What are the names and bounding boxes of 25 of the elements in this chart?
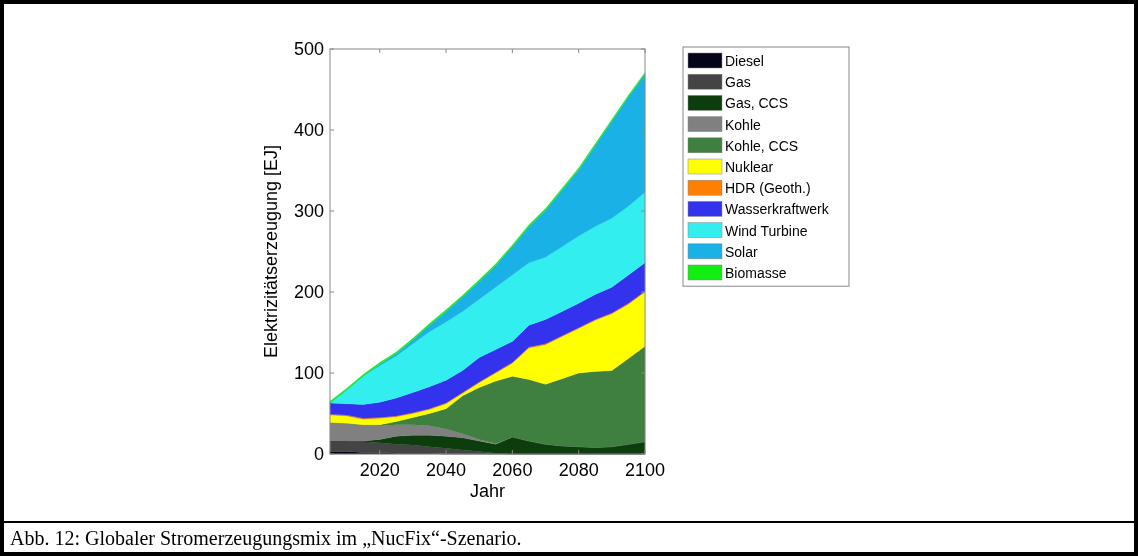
y-tick-label: 400 xyxy=(293,120,324,140)
x-tick-label: 2080 xyxy=(558,460,599,480)
legend-label: Solar xyxy=(725,243,759,260)
legend-label: HDR (Geoth.) xyxy=(725,180,811,197)
y-axis-title: Elektrizitätserzeugung [EJ] xyxy=(261,144,281,359)
y-tick-label: 500 xyxy=(293,39,324,59)
y-tick-label: 100 xyxy=(293,363,324,383)
legend-label: Wasserkraftwerk xyxy=(725,201,830,218)
legend-label: Nuklear xyxy=(725,159,774,175)
y-tick-label: 0 xyxy=(313,444,324,464)
legend-label: Gas xyxy=(725,74,751,91)
caption: Abb. 12: Globaler Stromerzeugungsmix im „NucFix“-Szenario. xyxy=(10,527,522,550)
legend-label: Wind Turbine xyxy=(725,222,808,239)
x-tick-label: 2040 xyxy=(426,460,467,480)
legend-label: Biomasse xyxy=(725,265,787,281)
y-tick-label: 200 xyxy=(293,282,324,302)
x-tick-label: 2100 xyxy=(624,460,666,480)
legend-label: Kohle, CCS xyxy=(725,137,799,154)
legend-label: Diesel xyxy=(725,53,764,69)
y-tick-label: 300 xyxy=(293,201,324,221)
x-tick-label: 2060 xyxy=(492,460,533,480)
x-tick-label: 2020 xyxy=(359,460,400,480)
legend-label: Kohle xyxy=(725,116,762,133)
x-axis-title: Jahr xyxy=(469,481,506,501)
legend-label: Gas, CCS xyxy=(725,95,789,112)
